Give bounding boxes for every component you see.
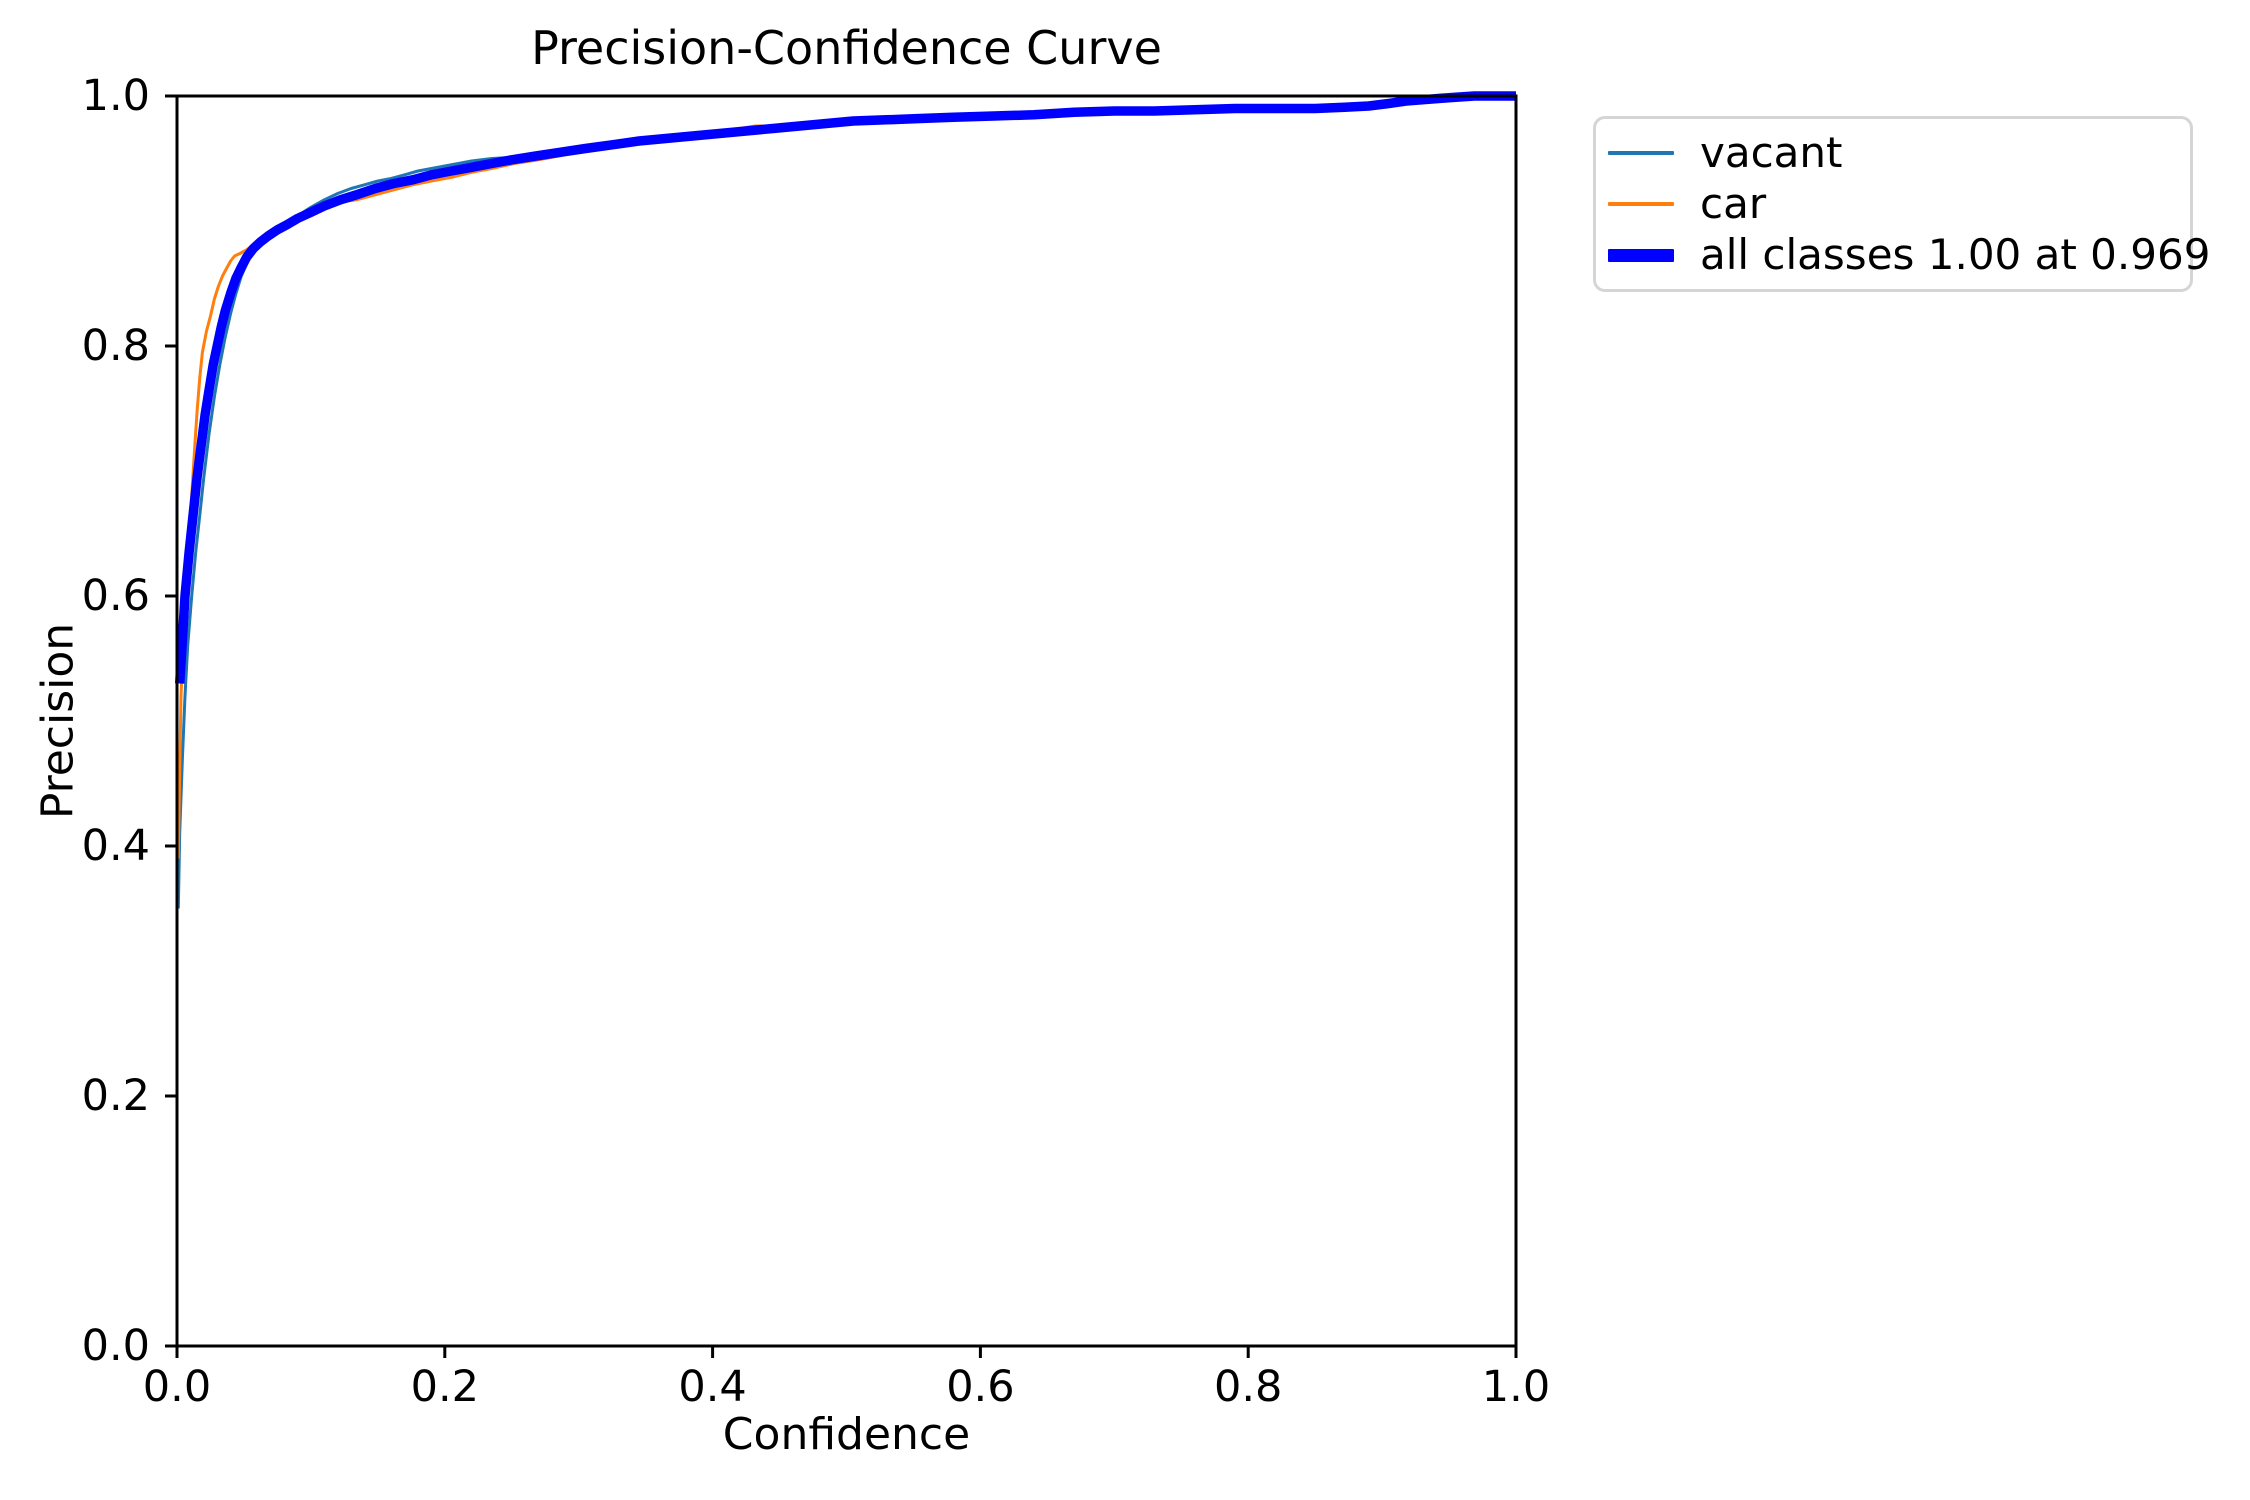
x-tick-label: 0.6: [946, 1362, 1015, 1412]
legend-label: vacant: [1700, 127, 1843, 177]
legend-item: all classes 1.00 at 0.969: [1596, 230, 2210, 281]
y-tick-label: 0.8: [81, 321, 150, 371]
legend-box: vacant car all classes 1.00 at 0.969: [1593, 116, 2210, 292]
curve-vacant: [176, 94, 1516, 909]
legend-line-swatch: [1608, 150, 1674, 155]
legend-label: car: [1700, 178, 1767, 228]
y-tick-label: 0.0: [81, 1321, 150, 1371]
y-tick-label: 0.2: [81, 1071, 150, 1121]
curve-car: [176, 94, 1516, 859]
x-axis-label: Confidence: [722, 1409, 971, 1460]
curves-group: [174, 91, 1516, 909]
chart-title: Precision-Confidence Curve: [531, 21, 1162, 75]
x-tick-label: 0.0: [142, 1362, 212, 1412]
tick-marks-group: [165, 94, 1518, 1358]
legend-item: car: [1596, 178, 2190, 229]
x-tick-label: 1.0: [1481, 1362, 1551, 1412]
legend-item: vacant: [1596, 127, 2190, 178]
x-tick-label: 0.4: [678, 1362, 747, 1412]
y-tick-label: 1.0: [81, 71, 150, 121]
legend-label: all classes 1.00 at 0.969: [1700, 230, 2211, 280]
y-axis-label: Precision: [32, 622, 84, 820]
curve-all: [174, 91, 1516, 684]
y-tick-label: 0.4: [81, 821, 150, 871]
axes-border: [175, 94, 1518, 1348]
x-tick-label: 0.2: [410, 1362, 479, 1412]
legend-line-swatch: [1608, 248, 1674, 262]
legend-line-swatch: [1608, 201, 1674, 206]
y-tick-label: 0.6: [81, 571, 150, 621]
x-tick-label: 0.8: [1213, 1362, 1283, 1412]
